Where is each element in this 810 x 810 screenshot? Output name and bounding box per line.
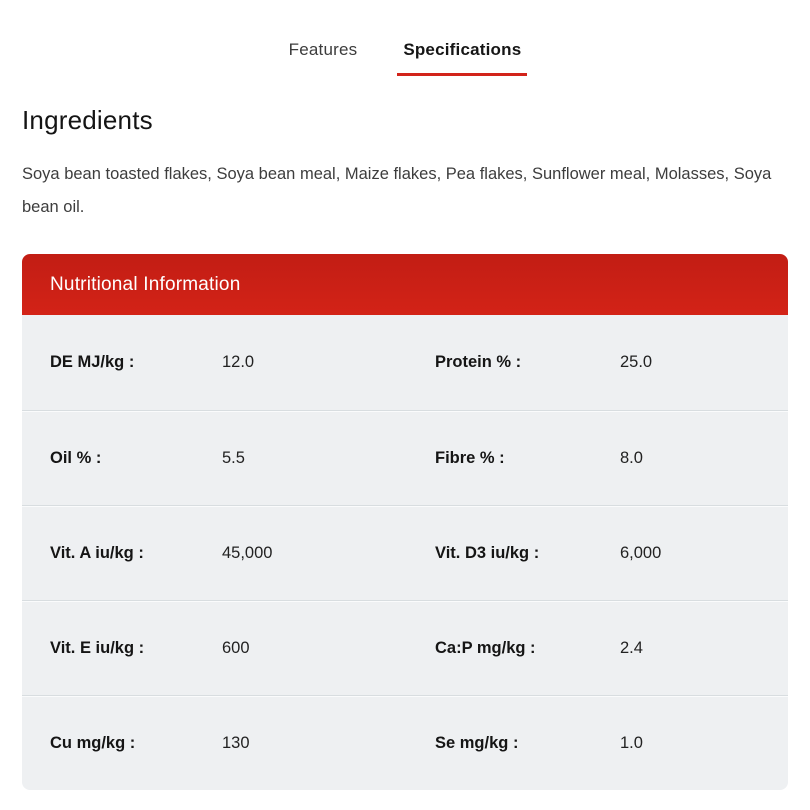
nutrient-value: 8.0 xyxy=(620,448,643,467)
nutrient-value: 25.0 xyxy=(620,353,653,371)
nutrient-label: Oil % : xyxy=(50,448,102,467)
nutrition-row: DE MJ/kg : 12.0 Protein % : 25.0 xyxy=(22,315,788,410)
nutrient-value: 600 xyxy=(222,638,250,657)
nutrient-value: 5.5 xyxy=(222,448,245,467)
nutrient-value: 6,000 xyxy=(620,543,662,562)
nutrition-row: Vit. A iu/kg : 45,000 Vit. D3 iu/kg : 6,000 xyxy=(22,505,788,600)
nutrition-table-title: Nutritional Information xyxy=(50,273,241,295)
nutrition-table-body: DE MJ/kg : 12.0 Protein % : 25.0 Oil % : 5.5 F… xyxy=(22,315,788,790)
tab-specifications[interactable]: Specifications xyxy=(397,40,528,76)
nutrient-label: Cu mg/kg : xyxy=(50,733,136,752)
ingredients-text: Soya bean toasted flakes, Soya bean meal… xyxy=(22,165,772,216)
specifications-content: Ingredients Soya bean toasted flakes, So… xyxy=(0,105,810,790)
nutrient-value: 12.0 xyxy=(222,353,255,371)
nutrition-table-header: Nutritional Information xyxy=(22,254,788,315)
nutrient-label: Vit. A iu/kg : xyxy=(50,543,144,562)
nutrition-row: Vit. E iu/kg : 600 Ca:P mg/kg : 2.4 xyxy=(22,600,788,695)
nutrient-label: DE MJ/kg : xyxy=(50,353,135,371)
nutrition-table: Nutritional Information DE MJ/kg : 12.0 Pr… xyxy=(22,254,788,790)
nutrient-value: 130 xyxy=(222,733,250,752)
nutrient-value: 2.4 xyxy=(620,638,643,657)
tab-bar: Features Specifications xyxy=(0,0,810,76)
nutrition-row: Oil % : 5.5 Fibre % : 8.0 xyxy=(22,410,788,505)
nutrition-row: Cu mg/kg : 130 Se mg/kg : 1.0 xyxy=(22,695,788,790)
nutrient-label: Fibre % : xyxy=(435,448,505,467)
nutrient-label: Ca:P mg/kg : xyxy=(435,638,536,657)
nutrient-label: Protein % : xyxy=(435,353,522,371)
nutrient-label: Se mg/kg : xyxy=(435,733,519,752)
tab-features[interactable]: Features xyxy=(288,40,358,59)
nutrient-value: 1.0 xyxy=(620,733,643,752)
nutrient-label: Vit. E iu/kg : xyxy=(50,638,145,657)
nutrient-label: Vit. D3 iu/kg : xyxy=(435,543,540,562)
ingredients-heading: Ingredients xyxy=(22,105,153,135)
nutrient-value: 45,000 xyxy=(222,543,273,562)
